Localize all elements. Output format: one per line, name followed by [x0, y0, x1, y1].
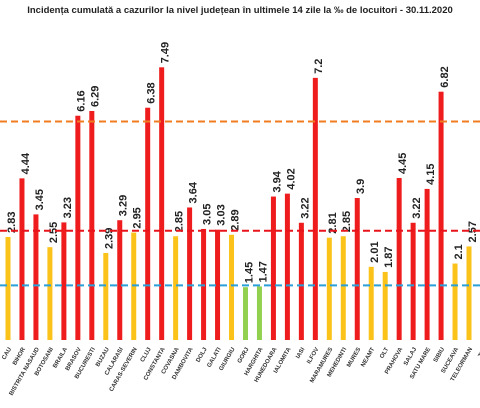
data-label: 6.29: [90, 86, 102, 107]
x-tick-label: CAU: [1, 347, 13, 361]
bar: [5, 236, 11, 340]
data-label: 3.64: [188, 181, 200, 203]
data-label: 2.89: [229, 209, 241, 230]
data-label: 2.85: [341, 211, 353, 232]
x-tick-label: TIM: [478, 347, 480, 359]
data-label: 3.45: [34, 189, 46, 210]
x-tick-label: NEAMT: [360, 347, 376, 369]
data-label: 7.2: [313, 59, 325, 74]
x-tick-label: ILFOV: [306, 347, 320, 365]
bar: [117, 220, 123, 340]
data-label: 4.44: [20, 152, 32, 174]
data-label: 2.55: [48, 222, 60, 243]
data-label: 3.03: [215, 204, 227, 225]
x-tick-label: GORJ: [237, 347, 251, 365]
x-tick-label: DOLJ: [195, 347, 208, 364]
bar: [298, 222, 304, 340]
data-label: 3.05: [201, 204, 213, 225]
data-label: 4.45: [397, 153, 409, 174]
bar: [284, 193, 290, 340]
x-tick-label: CLUJ: [140, 347, 153, 364]
data-label: 6.38: [146, 82, 158, 103]
data-label: 2.1: [453, 244, 465, 259]
bar: [270, 196, 276, 340]
bar: [368, 266, 374, 340]
bar: [173, 236, 179, 340]
x-tick-label: OLT: [379, 347, 390, 360]
bar: [256, 286, 262, 340]
bar: [215, 229, 221, 340]
bar: [242, 287, 248, 340]
data-label: 7.49: [160, 42, 172, 63]
data-label: 3.22: [299, 197, 311, 218]
bar: [354, 198, 360, 340]
bar: [19, 178, 25, 340]
bar: [229, 234, 235, 340]
bar: [452, 263, 458, 340]
bar: [424, 188, 430, 340]
data-label: 6.16: [76, 90, 88, 111]
data-label: 2.01: [369, 241, 381, 262]
bar: [312, 77, 318, 340]
data-label: 2.39: [104, 228, 116, 249]
data-label: 2.57: [467, 221, 479, 242]
bar: [89, 110, 95, 340]
bar: [438, 91, 444, 340]
data-label: 2.95: [132, 207, 144, 228]
bar: [326, 237, 332, 340]
bar: [61, 222, 67, 340]
x-tick-label: SIBIU: [433, 347, 446, 364]
bar: [75, 115, 81, 341]
bar: [187, 207, 193, 340]
data-label: 2.85: [174, 211, 186, 232]
bar: [466, 246, 472, 340]
data-label: 1.47: [257, 261, 269, 282]
bar: [145, 107, 151, 340]
data-label: 1.45: [243, 262, 255, 283]
data-label: 6.82: [439, 66, 451, 87]
data-label: 3.29: [118, 195, 130, 216]
data-label: 2.81: [327, 212, 339, 233]
x-tick-label: IASI: [295, 347, 306, 360]
data-label: 3.94: [271, 170, 283, 192]
data-label: 4.15: [425, 163, 437, 184]
data-label: 4.02: [285, 168, 297, 189]
data-label: 1.87: [383, 246, 395, 267]
bar: [159, 67, 165, 341]
bar: [340, 236, 346, 340]
bar: [47, 247, 53, 340]
bar: [33, 214, 39, 340]
bar: [103, 252, 109, 340]
data-label: 3.9: [355, 179, 367, 194]
chart-title: Incidența cumulată a cazurilor la nivel …: [27, 5, 453, 16]
bar: [396, 177, 402, 340]
data-label: 3.22: [411, 197, 423, 218]
data-label: 3.23: [62, 197, 74, 218]
data-label: 2.83: [6, 212, 18, 233]
bar: [382, 271, 388, 340]
x-tick-label: SALAJ: [403, 347, 418, 367]
bar: [410, 222, 416, 340]
